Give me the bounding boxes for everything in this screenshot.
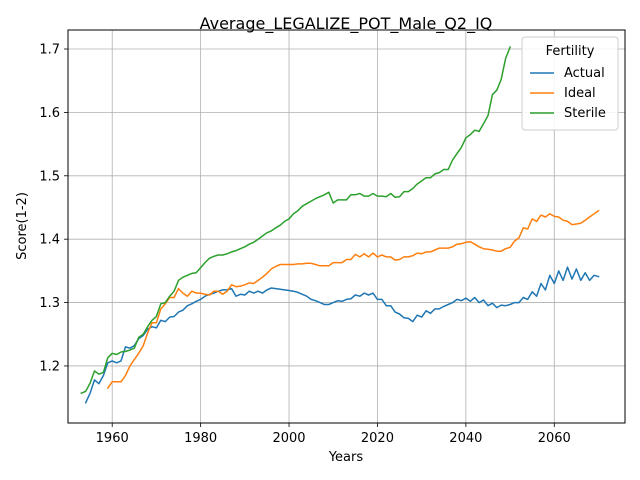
legend-box: [521, 36, 619, 131]
plot-frame: [67, 29, 626, 424]
y-tick-label: 1.6: [39, 106, 60, 121]
y-axis-title: Score(1-2): [15, 192, 30, 260]
legend-items: Actual Ideal Sterile: [530, 66, 606, 121]
legend-label-sterile: Sterile: [564, 106, 606, 121]
x-tick-label: 2040: [449, 431, 482, 446]
y-tick-label: 1.3: [39, 296, 60, 311]
series-line-ideal: [106, 209, 600, 390]
x-tick-label: 1960: [96, 431, 129, 446]
x-tick-label: 2000: [272, 431, 305, 446]
x-tick-label: 2020: [361, 431, 394, 446]
series-layer: [80, 46, 600, 404]
series-line-sterile: [80, 46, 512, 395]
series-line-actual: [84, 266, 600, 404]
y-axis: 1.2 1.3 1.4 1.5 1.6 1.7: [39, 43, 68, 374]
legend: Fertility Actual Ideal Sterile: [521, 36, 619, 131]
x-axis-title: Years: [328, 450, 364, 465]
legend-label-actual: Actual: [564, 66, 605, 81]
y-tick-label: 1.4: [39, 233, 60, 248]
x-axis: 1960 1980 2000 2020 2040 2060: [96, 423, 571, 446]
y-tick-label: 1.5: [39, 169, 60, 184]
chart-title: Average_LEGALIZE_POT_Male_Q2_IQ: [200, 14, 493, 34]
y-tick-label: 1.2: [39, 359, 60, 374]
y-tick-label: 1.7: [39, 43, 60, 58]
legend-title: Fertility: [546, 44, 595, 59]
legend-label-ideal: Ideal: [564, 86, 596, 101]
x-tick-label: 1980: [184, 431, 217, 446]
x-tick-label: 2060: [538, 431, 571, 446]
